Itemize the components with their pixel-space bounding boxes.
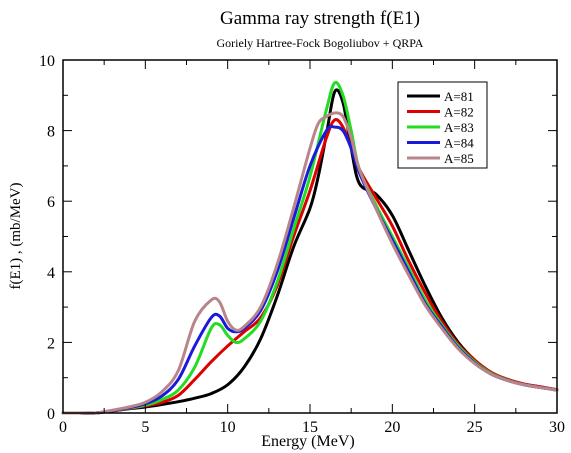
y-axis-label: f(E1) , (mb/MeV) — [8, 182, 24, 289]
legend-label: A=85 — [444, 151, 474, 166]
legend-label: A=84 — [444, 136, 474, 151]
x-tick-label: 30 — [549, 419, 565, 436]
y-tick-label: 10 — [39, 53, 55, 70]
legend: A=81A=82A=83A=84A=85 — [397, 81, 488, 169]
chart-title: Gamma ray strength f(E1) — [220, 8, 420, 29]
x-tick-label: 20 — [384, 419, 400, 436]
series-line-a-85 — [61, 111, 559, 415]
y-tick-label: 6 — [47, 194, 55, 211]
legend-label: A=81 — [444, 89, 474, 104]
y-tick-label: 0 — [47, 406, 55, 423]
chart-subtitle: Goriely Hartree-Fock Bogoliubov + QRPA — [217, 36, 424, 50]
legend-label: A=82 — [444, 105, 474, 120]
ticks: 0 5 10 15 20 25 30 0 2 4 6 8 10 — [39, 53, 565, 436]
y-tick-label: 8 — [47, 124, 55, 141]
y-tick-label: 4 — [47, 265, 55, 282]
x-tick-label: 15 — [302, 419, 318, 436]
y-tick-label: 2 — [47, 335, 55, 352]
x-tick-label: 10 — [220, 419, 236, 436]
legend-label: A=83 — [444, 120, 474, 135]
x-tick-label: 25 — [467, 419, 483, 436]
x-axis-label: Energy (MeV) — [261, 433, 354, 450]
x-tick-label: 0 — [59, 419, 67, 436]
series-curves — [61, 80, 559, 415]
x-tick-label: 5 — [141, 419, 149, 436]
